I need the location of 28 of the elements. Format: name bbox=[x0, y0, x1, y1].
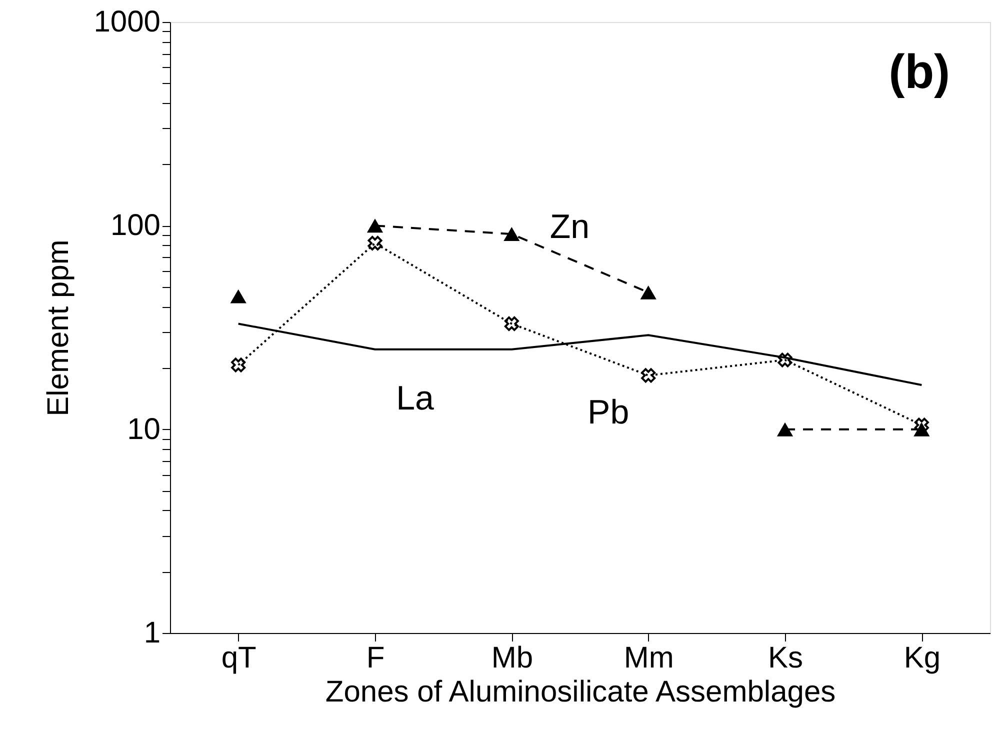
point bbox=[640, 285, 656, 300]
point bbox=[368, 236, 382, 250]
annotation: (b) bbox=[888, 46, 950, 99]
point bbox=[504, 316, 519, 331]
y-tick-label: 1000 bbox=[94, 6, 160, 38]
point bbox=[914, 418, 929, 432]
y-tick-label: 100 bbox=[110, 209, 160, 242]
y-tick-label: 10 bbox=[127, 412, 160, 446]
point bbox=[776, 422, 794, 436]
x-tick-label: Mm bbox=[624, 642, 674, 674]
y-tick-label: 1 bbox=[144, 616, 160, 650]
x-tick-label: Mb bbox=[491, 642, 534, 674]
series-label: Pb bbox=[588, 393, 630, 432]
series-label: Zn bbox=[550, 208, 590, 246]
point bbox=[231, 358, 246, 372]
point bbox=[504, 227, 520, 241]
x-tick-label: F bbox=[366, 642, 385, 674]
x-tick-label: qT bbox=[221, 642, 256, 674]
x-tick-label: Kg bbox=[904, 642, 941, 674]
x-tick-label: Ks bbox=[768, 642, 804, 674]
series-label: La bbox=[396, 379, 434, 418]
point bbox=[641, 368, 656, 383]
point bbox=[230, 289, 246, 304]
point bbox=[366, 218, 384, 233]
x-axis-title: Zones of Aluminosilicate Assemblages bbox=[325, 676, 836, 708]
y-axis-title: Element ppm bbox=[42, 240, 75, 416]
point bbox=[778, 352, 792, 368]
point bbox=[914, 422, 930, 436]
